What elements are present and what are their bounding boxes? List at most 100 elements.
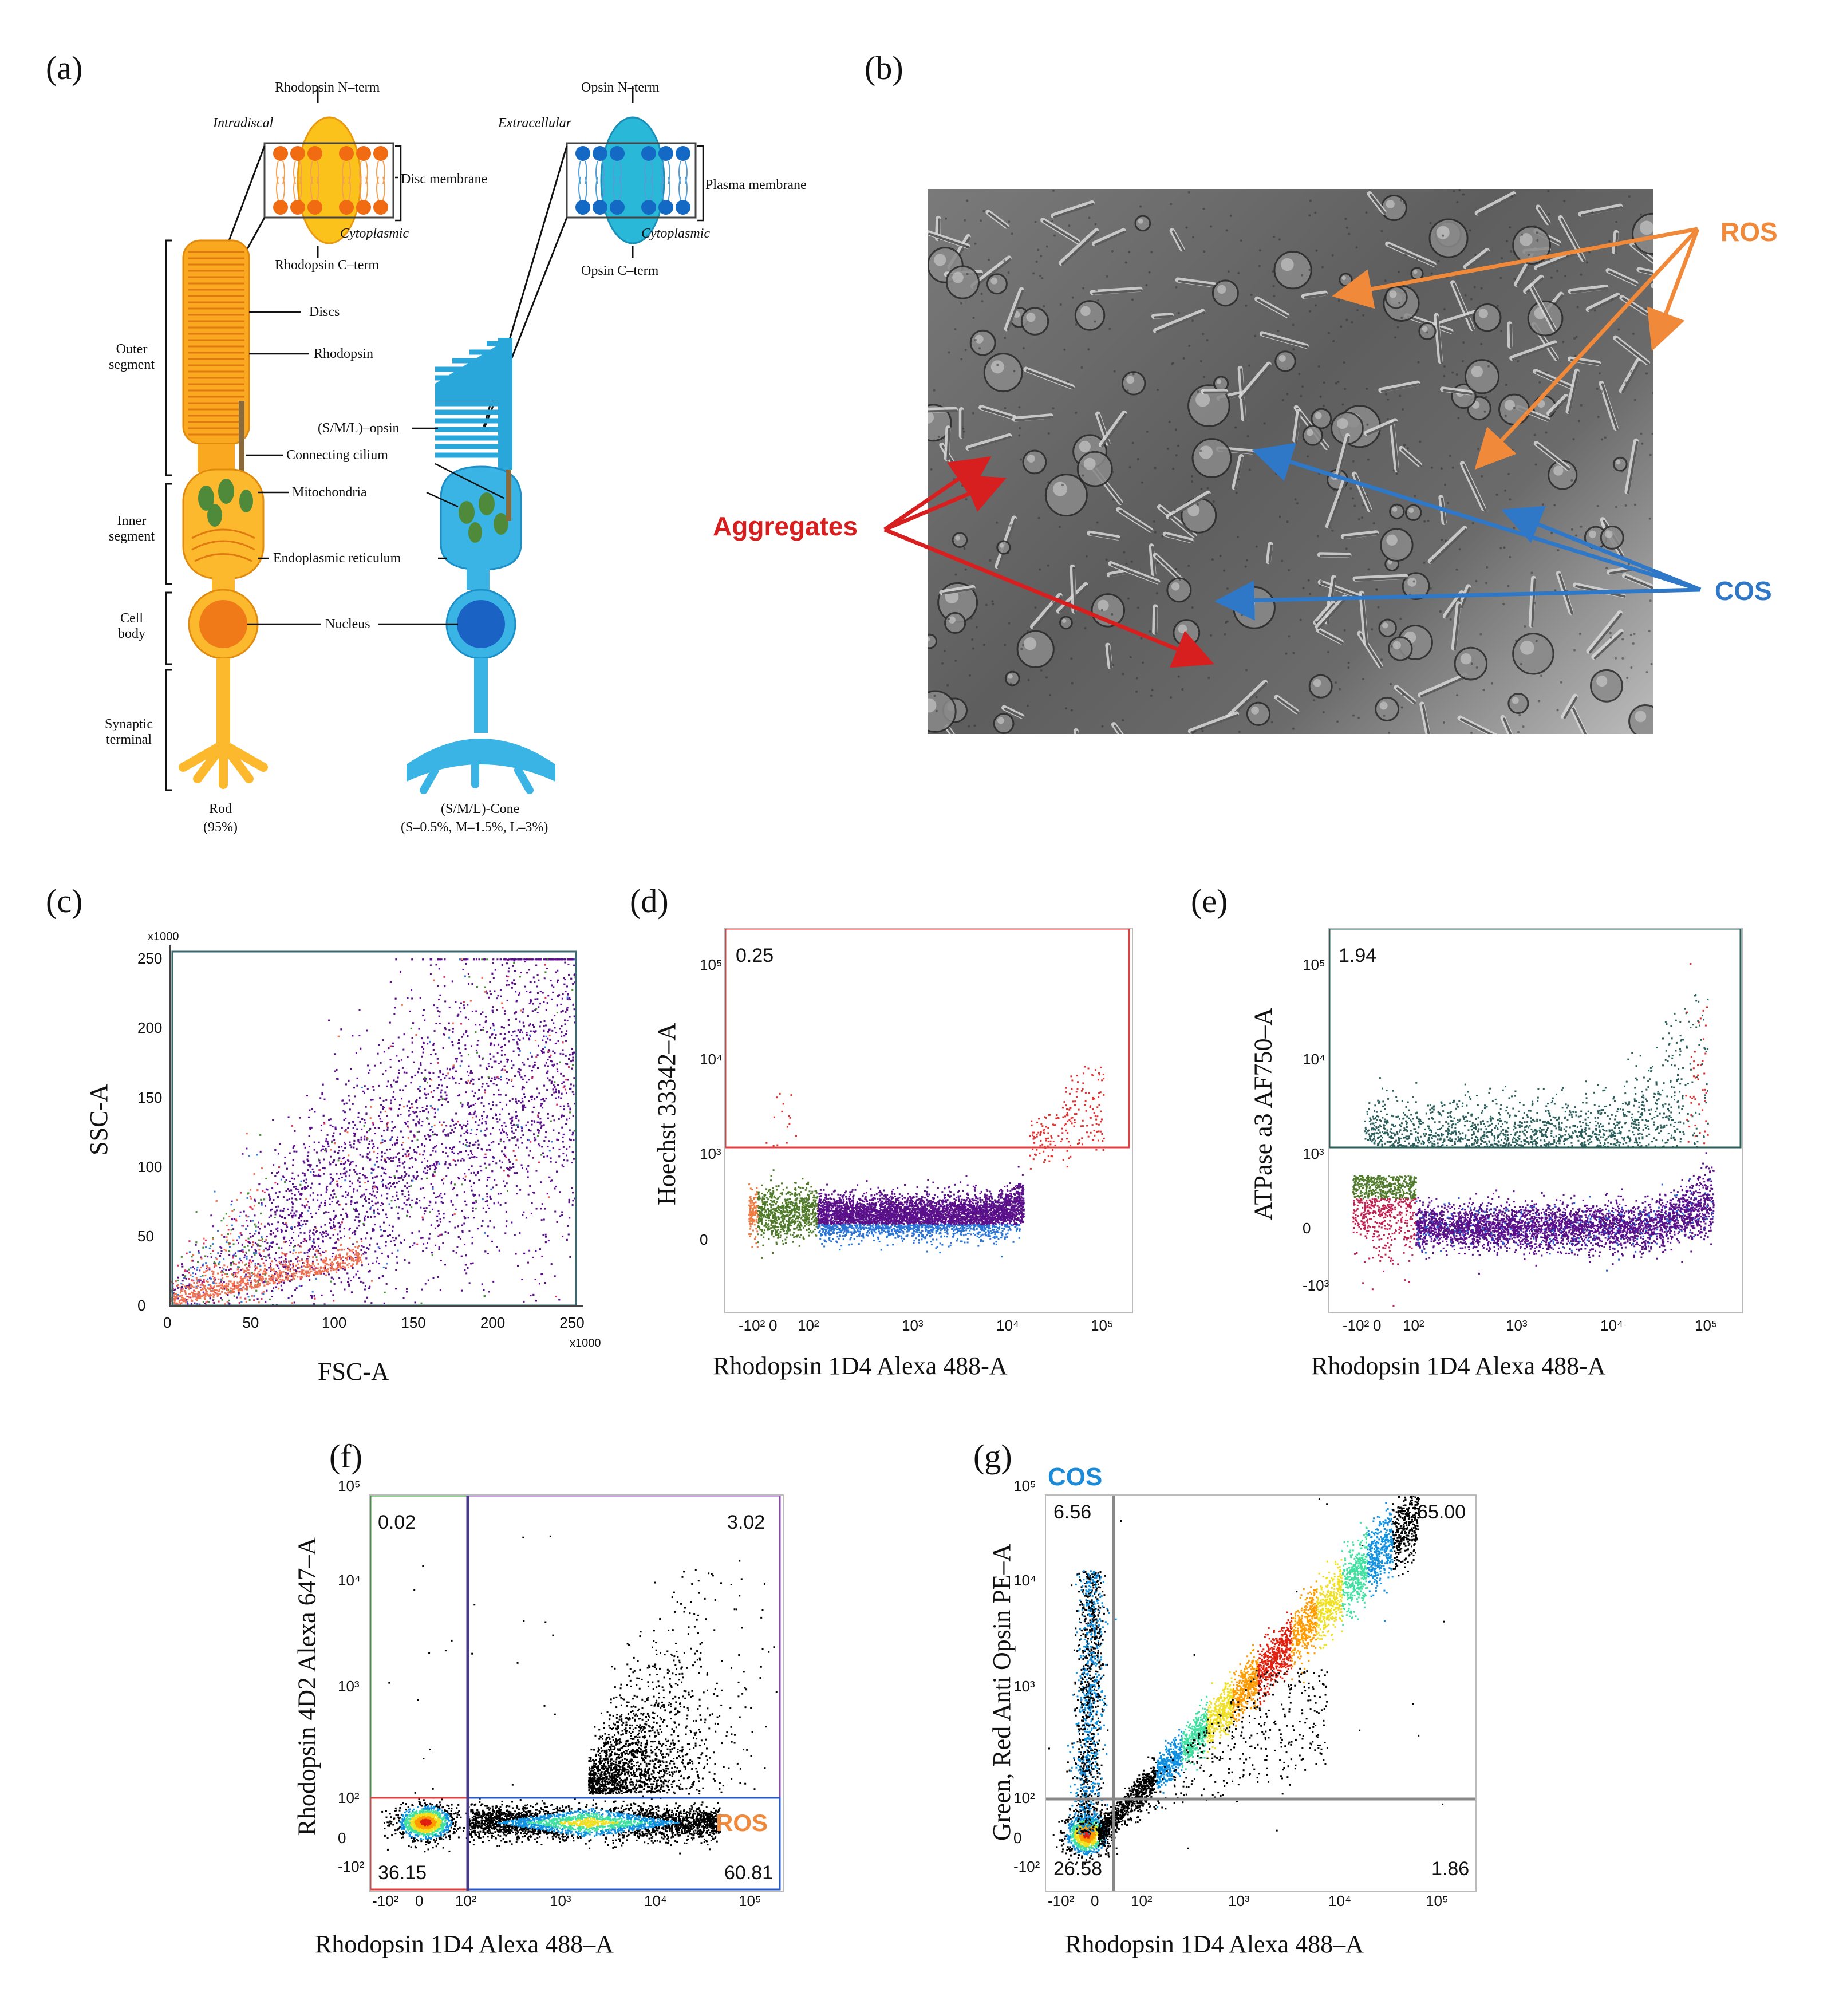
plot-d-xlabel: Rhodopsin 1D4 Alexa 488-A [713, 1351, 1008, 1380]
plot-c-ytick: 250 [137, 950, 162, 968]
plot-d-xtick: 0 [769, 1317, 777, 1335]
plot-g-ylabel: Green, Red Anti Opsin PE–A [987, 1544, 1016, 1841]
cos-annotation: COS [1715, 575, 1772, 606]
plot-e-xtick: 0 [1373, 1317, 1381, 1335]
plot-g-ytick: 10⁴ [1013, 1572, 1036, 1589]
panel-letter-f: (f) [329, 1437, 362, 1475]
plot-c-ytick: 200 [137, 1019, 162, 1037]
plot-d-xtick: 10² [798, 1317, 819, 1335]
plot-e-xtick: 10⁴ [1600, 1317, 1623, 1335]
panel-letter-a: (a) [46, 49, 82, 87]
rod-c-term-label: Rhodopsin C–term [275, 258, 379, 273]
plot-d-xtick: -10² [739, 1317, 765, 1335]
disc-membrane-label: Disc membrane [401, 172, 487, 187]
outer-segment-label: Outer segment [103, 342, 160, 373]
plot-g-area [1045, 1470, 1477, 1892]
plot-g-ytick: 10³ [1013, 1678, 1035, 1695]
plot-f-xtick: 10⁴ [644, 1892, 667, 1910]
plot-f-area [369, 1494, 784, 1892]
plot-f-xtick: 10² [455, 1892, 477, 1910]
plot-f-ytick: -10² [338, 1858, 364, 1876]
rod-cell [179, 239, 268, 789]
plot-c-xtick: 150 [401, 1314, 425, 1332]
plot-f-ytick: 0 [338, 1829, 346, 1847]
plot-g-xtick: -10² [1048, 1892, 1074, 1910]
rod-n-term-label: Rhodopsin N–term [275, 80, 380, 96]
ros-annotation: ROS [1720, 216, 1778, 247]
plot-c-ylabel: SSC-A [84, 1084, 113, 1155]
plot-d-xtick: 10⁵ [1091, 1317, 1114, 1335]
rod-cytoplasmic-label: Cytoplasmic [340, 226, 409, 242]
plot-c-xlabel: FSC-A [318, 1357, 389, 1386]
plot-d-ytick: 10⁵ [700, 956, 723, 974]
extracellular-label: Extracellular [498, 116, 571, 131]
plot-c-ytick: 150 [137, 1089, 162, 1107]
plot-c-x-mult: x1000 [570, 1337, 601, 1350]
discs-label: Discs [309, 305, 340, 320]
plot-f-xtick: 10⁵ [739, 1892, 761, 1910]
plot-g-ytick: 10⁵ [1013, 1477, 1036, 1495]
plot-e-xlabel: Rhodopsin 1D4 Alexa 488-A [1311, 1351, 1606, 1380]
plot-f-xtick: 0 [415, 1892, 423, 1910]
plot-f-q-ul: 0.02 [378, 1512, 416, 1534]
plot-c-xtick: 0 [163, 1314, 171, 1332]
plot-g-xtick: 0 [1091, 1892, 1099, 1910]
er-label: Endoplasmic reticulum [273, 551, 401, 566]
plot-g-q-ll: 26.58 [1053, 1858, 1102, 1880]
connecting-cilium-label: Connecting cilium [286, 448, 388, 463]
plot-e-xtick: 10⁵ [1695, 1317, 1718, 1335]
plot-e-ytick: 0 [1303, 1220, 1311, 1237]
plot-g-xtick: 10³ [1228, 1892, 1250, 1910]
plot-c-y-mult: x1000 [148, 930, 179, 944]
leader-lines [246, 145, 704, 625]
plot-e-ytick: 10⁴ [1303, 1051, 1325, 1068]
plot-g-q-lr: 1.86 [1431, 1858, 1469, 1880]
plot-d-ytick: 10⁴ [700, 1051, 723, 1068]
micrograph-arrows [883, 227, 1702, 668]
plot-d-ytick: 0 [700, 1231, 708, 1249]
cone-cell [407, 338, 555, 794]
plot-g-xtick: 10² [1131, 1892, 1153, 1910]
nucleus-label: Nucleus [325, 617, 370, 632]
plot-d-ytick: 10³ [700, 1145, 721, 1163]
plot-g-q-ul: 6.56 [1053, 1501, 1091, 1524]
cone-name: (S/M/L)-Cone [441, 802, 519, 817]
rhodopsin-label: Rhodopsin [314, 346, 373, 362]
plot-e-gate-value: 1.94 [1339, 945, 1376, 967]
plot-d-xtick: 10⁴ [996, 1317, 1019, 1335]
plot-g-xlabel: Rhodopsin 1D4 Alexa 488–A [1065, 1930, 1364, 1959]
plot-g-ytick: 0 [1013, 1829, 1021, 1847]
plot-c-area [169, 945, 583, 1307]
cell-body-label: Cell body [109, 611, 155, 642]
plot-e-xtick: -10² [1343, 1317, 1369, 1335]
plot-f-xlabel: Rhodopsin 1D4 Alexa 488–A [315, 1930, 614, 1959]
panel-letter-b: (b) [865, 49, 903, 87]
plot-c-xtick: 50 [242, 1314, 259, 1332]
plot-c-xtick: 100 [322, 1314, 346, 1332]
plot-e-ytick: 10³ [1303, 1145, 1324, 1163]
plot-e-xtick: 10² [1403, 1317, 1424, 1335]
plot-e-area [1328, 907, 1743, 1313]
plot-d-area [724, 928, 1133, 1313]
cone-percent: (S–0.5%, M–1.5%, L–3%) [401, 820, 548, 835]
plot-d-xtick: 10³ [902, 1317, 924, 1335]
plot-f-q-ll: 36.15 [378, 1862, 427, 1884]
rod-name: Rod [209, 802, 232, 817]
rod-membrane-inset [263, 116, 394, 244]
cone-membrane-inset [566, 116, 697, 244]
plot-f-xtick: -10² [372, 1892, 398, 1910]
plot-g-xtick: 10⁴ [1328, 1892, 1351, 1910]
panel-letter-e: (e) [1191, 882, 1228, 920]
plot-c-ytick: 0 [137, 1297, 145, 1315]
synaptic-terminal-label: Synaptic terminal [97, 717, 160, 748]
plot-f-q-lr: 60.81 [724, 1862, 773, 1884]
mitochondria-label: Mitochondria [292, 485, 367, 500]
plot-f-q-ur: 3.02 [727, 1512, 765, 1534]
panel-letter-g: (g) [973, 1437, 1012, 1475]
plot-c-ytick: 50 [137, 1228, 154, 1245]
rod-percent: (95%) [203, 820, 238, 835]
plot-g-cos-label: COS [1048, 1463, 1102, 1492]
cone-c-term-label: Opsin C–term [581, 263, 658, 279]
sml-opsin-label: (S/M/L)–opsin [318, 421, 400, 436]
plot-d-gate-value: 0.25 [736, 945, 774, 967]
